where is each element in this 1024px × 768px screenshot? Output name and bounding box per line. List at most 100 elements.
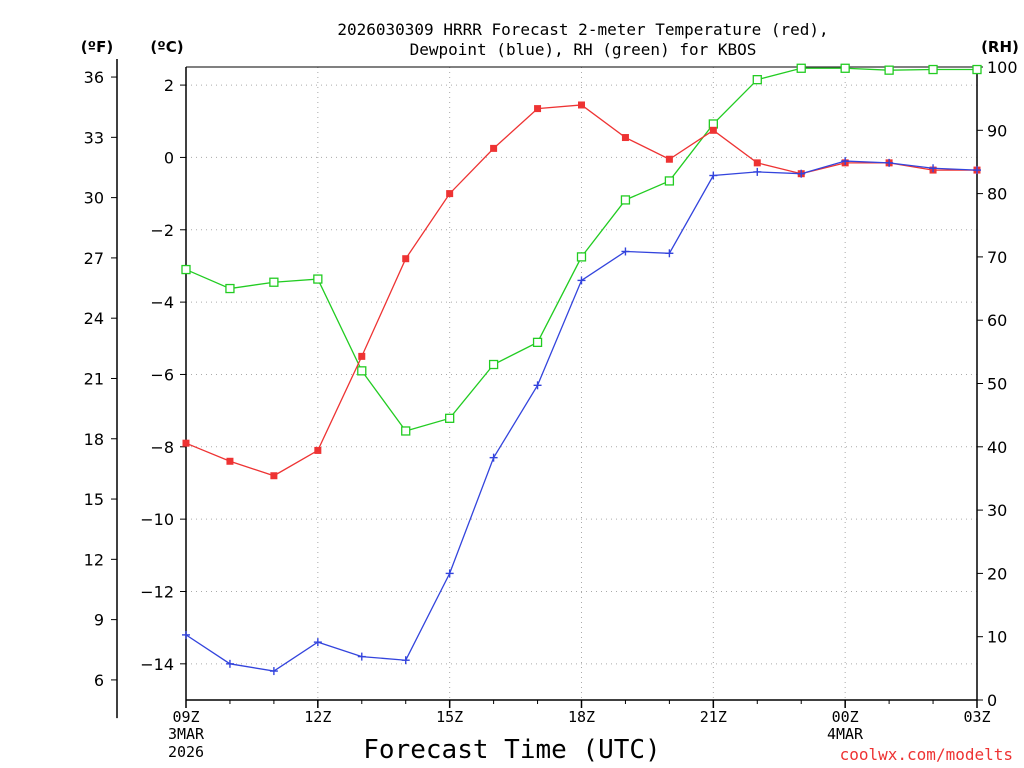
temperature-point	[578, 101, 585, 109]
rh-point	[488, 359, 499, 370]
x-axis-label: Forecast Time (UTC)	[363, 735, 660, 765]
celsius-tick-label: −10	[140, 510, 174, 529]
rh-tick-label: 80	[987, 185, 1007, 204]
unit-rh-label: (RH)	[981, 38, 1019, 56]
time-tick-label: 12Z	[304, 708, 331, 726]
temperature-point	[446, 190, 454, 198]
rh-tick-label: 40	[987, 438, 1007, 457]
temperature-point	[402, 255, 410, 263]
fahrenheit-tick-label: 27	[84, 249, 104, 268]
rh-point	[313, 274, 323, 284]
dewpoint-point	[313, 638, 322, 647]
time-tick-label: 15Z	[436, 708, 463, 726]
time-tick-label: 03Z	[963, 708, 990, 726]
time-tick-label: 21Z	[700, 708, 727, 726]
rh-point	[269, 277, 279, 287]
dewpoint-point	[753, 167, 762, 176]
dewpoint-point	[973, 166, 981, 175]
fahrenheit-tick-label: 9	[94, 611, 104, 630]
temperature-point	[490, 144, 498, 152]
date-start-day: 3MAR	[168, 725, 205, 743]
dewpoint-point	[269, 667, 278, 676]
dewpoint-point	[533, 381, 542, 390]
rh-tick-label: 60	[987, 311, 1007, 330]
temperature-point	[665, 155, 673, 163]
dewpoint-point	[182, 630, 190, 639]
temperature-point	[709, 126, 717, 134]
chart-title-line2: Dewpoint (blue), RH (green) for KBOS	[410, 40, 757, 59]
fahrenheit-tick-label: 30	[84, 189, 104, 208]
fahrenheit-tick-label: 36	[84, 68, 104, 87]
celsius-tick-label: −2	[150, 221, 174, 240]
dewpoint-point	[445, 569, 454, 578]
temperature-point	[314, 446, 322, 454]
dewpoint-point	[357, 652, 366, 661]
rh-point	[972, 64, 982, 75]
temperature-point	[226, 457, 234, 465]
celsius-tick-label: 0	[164, 148, 174, 167]
dewpoint-point	[797, 169, 806, 178]
temperature-point	[182, 439, 190, 447]
celsius-tick-label: 2	[164, 76, 174, 95]
rh-tick-label: 90	[987, 121, 1007, 140]
dewpoint-point	[401, 656, 410, 665]
dewpoint-point	[709, 171, 718, 180]
time-tick-label: 18Z	[568, 708, 595, 726]
rh-point	[884, 65, 894, 75]
rh-point	[532, 337, 543, 348]
rh-point	[576, 252, 587, 262]
celsius-tick-label: −12	[140, 582, 174, 601]
temperature-point	[534, 105, 542, 113]
celsius-tick-label: −4	[150, 293, 174, 312]
rh-tick-label: 100	[987, 58, 1018, 77]
rh-point	[840, 63, 850, 73]
date-mid-day: 4MAR	[827, 725, 864, 743]
temperature-point	[753, 159, 761, 167]
rh-tick-label: 0	[987, 691, 997, 710]
fahrenheit-tick-label: 24	[84, 309, 104, 328]
tick-labels: 3633302724211815129620−2−4−6−8−10−12−141…	[84, 58, 1018, 726]
dewpoint-point	[665, 249, 674, 258]
rh-point	[357, 366, 367, 376]
dewpoint-point	[885, 158, 894, 167]
rh-tick-label: 50	[987, 375, 1007, 394]
rh-tick-label: 70	[987, 248, 1007, 267]
rh-series	[181, 63, 982, 436]
data-series	[181, 63, 982, 676]
unit-fahrenheit-label: (ºF)	[81, 38, 113, 56]
dewpoint-point	[841, 157, 850, 166]
rh-point	[796, 63, 806, 73]
rh-point	[664, 176, 675, 186]
rh-point	[181, 264, 191, 275]
fahrenheit-tick-label: 21	[84, 369, 104, 388]
time-tick-label: 09Z	[172, 708, 199, 726]
dewpoint-point	[577, 276, 586, 285]
chart-title-line1: 2026030309 HRRR Forecast 2-meter Tempera…	[337, 20, 828, 39]
fahrenheit-tick-label: 18	[84, 430, 104, 449]
rh-point	[620, 195, 631, 205]
dewpoint-point	[489, 453, 498, 462]
dewpoint-series	[182, 157, 981, 676]
rh-tick-label: 20	[987, 564, 1007, 583]
fahrenheit-tick-label: 6	[94, 671, 104, 690]
celsius-tick-label: −8	[150, 438, 174, 457]
rh-point	[225, 283, 235, 294]
temperature-point	[358, 352, 366, 360]
rh-tick-label: 10	[987, 628, 1007, 647]
credit-text: coolwx.com/modelts	[840, 745, 1013, 764]
temperature-point	[270, 472, 278, 480]
rh-point	[401, 426, 411, 436]
temperature-point	[621, 134, 629, 142]
date-start-year: 2026	[168, 743, 204, 761]
celsius-tick-label: −6	[150, 365, 174, 384]
fahrenheit-tick-label: 12	[84, 550, 104, 569]
fahrenheit-tick-label: 15	[84, 490, 104, 509]
dewpoint-point	[225, 659, 234, 668]
rh-point	[752, 75, 762, 85]
time-tick-label: 00Z	[832, 708, 859, 726]
dewpoint-point	[621, 247, 630, 256]
rh-point	[445, 413, 455, 423]
rh-tick-label: 30	[987, 501, 1007, 520]
fahrenheit-tick-label: 33	[84, 128, 104, 147]
